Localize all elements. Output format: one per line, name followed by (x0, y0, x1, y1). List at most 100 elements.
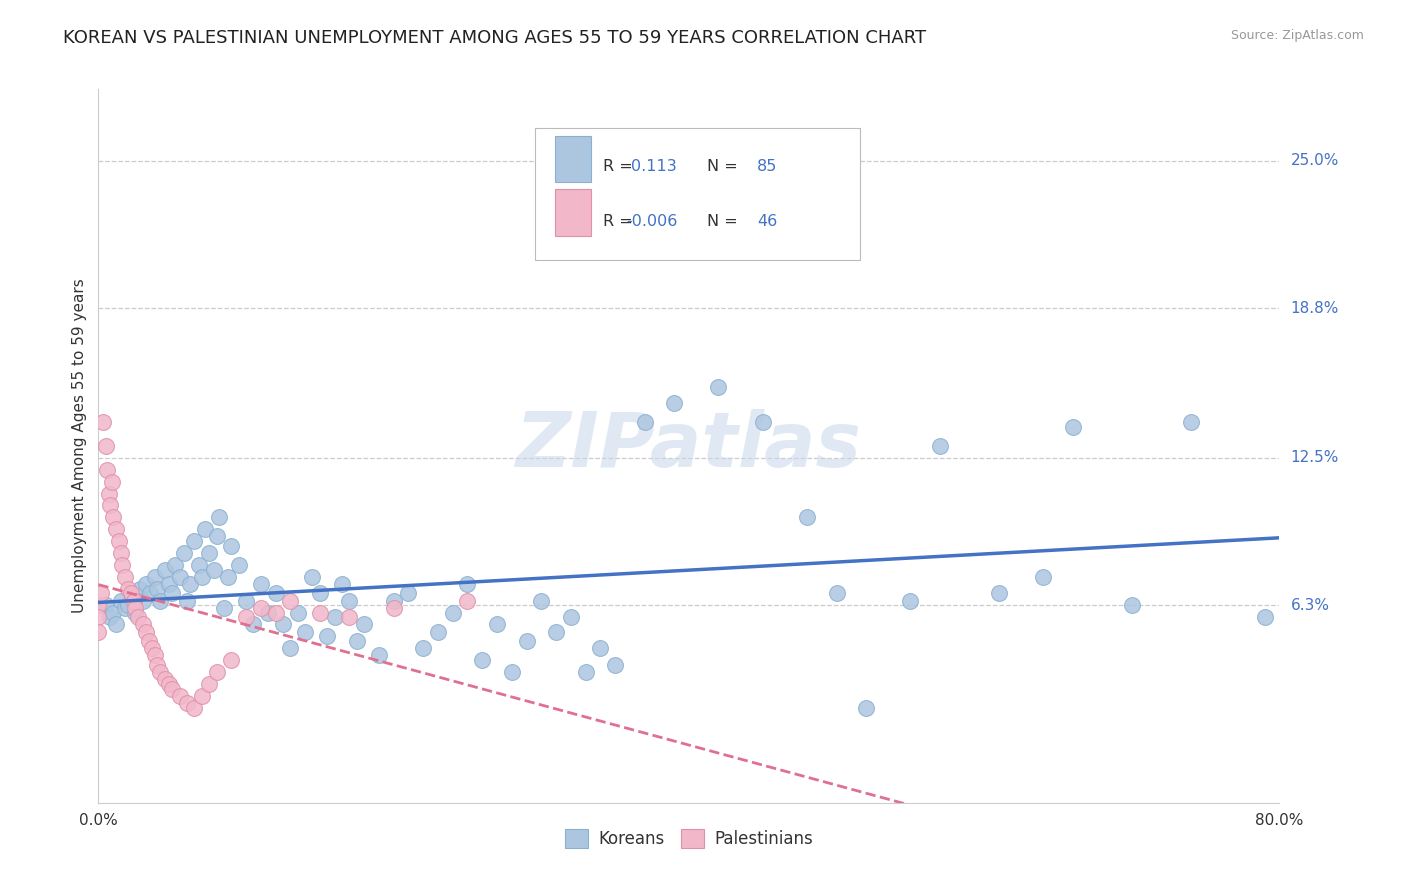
Point (94, 599, 117, 613)
Point (153, 563, 176, 577)
Point (103, 606, 125, 620)
Point (198, 546, 221, 560)
Point (173, 546, 195, 560)
Point (183, 534, 205, 549)
Text: R =: R = (603, 214, 633, 229)
Point (280, 593, 302, 607)
Point (205, 529, 228, 543)
Point (124, 606, 146, 620)
Point (217, 570, 239, 584)
Point (108, 534, 131, 549)
Point (149, 593, 172, 607)
Point (143, 648, 166, 663)
FancyBboxPatch shape (555, 136, 591, 182)
Point (988, 586, 1011, 600)
Point (280, 641, 302, 656)
Point (191, 570, 214, 584)
Point (139, 586, 162, 600)
Point (457, 593, 479, 607)
Point (162, 586, 183, 600)
Point (707, 379, 730, 393)
Point (135, 577, 157, 591)
Point (235, 610, 257, 624)
Point (132, 617, 155, 632)
Point (212, 600, 235, 615)
Text: R =: R = (603, 160, 633, 175)
Point (796, 510, 818, 524)
Point (98, 499, 121, 513)
Point (264, 606, 287, 620)
Point (176, 696, 198, 710)
Point (127, 610, 149, 624)
Point (264, 586, 287, 600)
Point (546, 624, 568, 639)
Point (309, 606, 332, 620)
Text: N =: N = (707, 160, 737, 175)
Point (309, 586, 332, 600)
Point (165, 558, 187, 572)
Point (250, 577, 273, 591)
Point (242, 617, 264, 632)
Text: 18.8%: 18.8% (1291, 301, 1339, 316)
Point (157, 577, 180, 591)
Point (752, 415, 775, 429)
Point (143, 570, 166, 584)
Point (221, 539, 243, 553)
Point (412, 641, 434, 656)
Text: ZIPatlas: ZIPatlas (516, 409, 862, 483)
Point (120, 586, 142, 600)
Point (162, 681, 183, 696)
Point (146, 582, 169, 596)
Point (183, 700, 205, 714)
Point (271, 617, 294, 632)
Point (208, 510, 231, 524)
FancyBboxPatch shape (555, 189, 591, 235)
Point (323, 610, 346, 624)
Point (169, 570, 191, 584)
Point (1062, 420, 1084, 434)
Point (100, 475, 122, 489)
Text: N =: N = (707, 214, 737, 229)
Point (257, 606, 280, 620)
Point (339, 593, 361, 607)
Point (575, 665, 598, 679)
Y-axis label: Unemployment Among Ages 55 to 59 years: Unemployment Among Ages 55 to 59 years (72, 278, 87, 614)
Point (205, 665, 228, 679)
Point (120, 586, 142, 600)
Text: KOREAN VS PALESTINIAN UNEMPLOYMENT AMONG AGES 55 TO 59 YEARS CORRELATION CHART: KOREAN VS PALESTINIAN UNEMPLOYMENT AMONG… (63, 29, 927, 46)
Point (124, 600, 146, 615)
Point (471, 653, 494, 667)
Point (221, 653, 243, 667)
Point (287, 606, 309, 620)
Point (141, 641, 163, 656)
Point (179, 577, 201, 591)
Point (87, 610, 110, 624)
Point (146, 657, 169, 672)
Point (382, 593, 405, 607)
Point (138, 634, 160, 648)
Point (353, 617, 375, 632)
Point (294, 624, 316, 639)
Point (427, 624, 450, 639)
Text: 46: 46 (758, 214, 778, 229)
Point (1180, 415, 1202, 429)
Point (1032, 570, 1054, 584)
Point (250, 600, 273, 615)
Point (122, 593, 145, 607)
Point (191, 689, 214, 703)
Point (605, 657, 627, 672)
Point (530, 593, 553, 607)
Point (105, 617, 128, 632)
Point (157, 677, 180, 691)
Point (825, 586, 848, 600)
Text: Source: ZipAtlas.com: Source: ZipAtlas.com (1230, 29, 1364, 42)
Point (169, 689, 191, 703)
Point (98, 610, 121, 624)
Point (855, 700, 877, 714)
Point (132, 593, 155, 607)
Point (339, 610, 361, 624)
Point (235, 593, 257, 607)
Point (90, 586, 112, 600)
Point (330, 577, 353, 591)
Point (202, 563, 225, 577)
